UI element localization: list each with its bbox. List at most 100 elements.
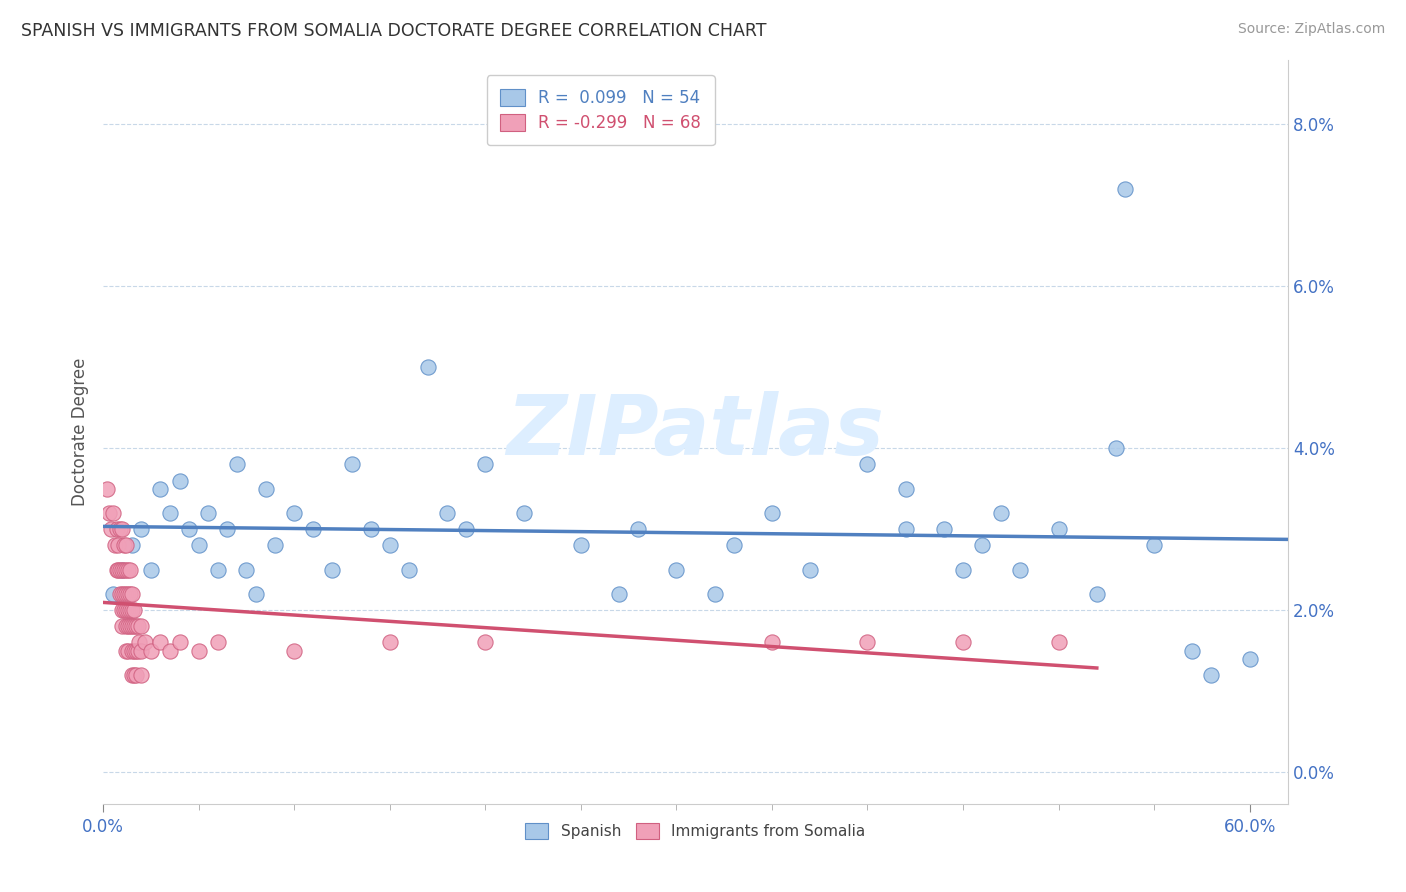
Point (117, 563, 139, 577)
Point (703, 587, 725, 601)
Point (97, 506, 120, 520)
Point (512, 506, 534, 520)
Point (115, 619, 138, 633)
Point (149, 482, 172, 496)
Point (894, 522, 917, 536)
Point (111, 603, 134, 617)
Point (378, 538, 401, 552)
Point (127, 643, 149, 657)
Point (128, 635, 150, 649)
Text: SPANISH VS IMMIGRANTS FROM SOMALIA DOCTORATE DEGREE CORRELATION CHART: SPANISH VS IMMIGRANTS FROM SOMALIA DOCTO… (21, 22, 766, 40)
Point (131, 668, 153, 682)
Point (127, 619, 149, 633)
Point (112, 538, 135, 552)
Point (112, 563, 135, 577)
Point (474, 635, 496, 649)
Point (894, 482, 917, 496)
Point (283, 506, 305, 520)
Point (115, 563, 138, 577)
Point (169, 474, 191, 488)
Point (110, 587, 132, 601)
Point (121, 668, 143, 682)
Point (122, 603, 145, 617)
Point (207, 635, 229, 649)
Point (115, 603, 138, 617)
Point (117, 643, 139, 657)
Point (416, 360, 439, 375)
Point (115, 587, 138, 601)
Point (1201, 668, 1223, 682)
Point (187, 538, 209, 552)
Legend: Spanish, Immigrants from Somalia: Spanish, Immigrants from Somalia (519, 817, 872, 845)
Point (121, 587, 143, 601)
Point (115, 643, 138, 657)
Point (96, 482, 118, 496)
Point (1181, 643, 1204, 657)
Point (235, 563, 257, 577)
Point (217, 522, 239, 536)
Point (952, 635, 974, 649)
Point (474, 458, 496, 472)
Point (115, 538, 138, 552)
Point (122, 643, 145, 657)
Point (340, 458, 363, 472)
Point (627, 522, 650, 536)
Point (1105, 441, 1128, 455)
Point (139, 643, 162, 657)
Point (110, 522, 132, 536)
Point (117, 587, 139, 601)
Point (972, 538, 994, 552)
Point (124, 668, 146, 682)
Point (112, 603, 135, 617)
Point (856, 635, 879, 649)
Point (112, 587, 135, 601)
Point (121, 538, 143, 552)
Point (111, 619, 134, 633)
Point (360, 522, 382, 536)
Point (124, 619, 146, 633)
Point (321, 563, 343, 577)
Point (179, 522, 201, 536)
Point (569, 538, 592, 552)
Point (100, 522, 122, 536)
Point (264, 538, 287, 552)
Point (456, 522, 478, 536)
Point (117, 603, 139, 617)
Point (1143, 538, 1166, 552)
Point (436, 506, 458, 520)
Point (117, 619, 139, 633)
Point (207, 563, 229, 577)
Point (245, 587, 267, 601)
Point (1239, 651, 1261, 665)
Point (169, 635, 191, 649)
Point (118, 603, 141, 617)
Point (124, 643, 146, 657)
Text: ZIPatlas: ZIPatlas (506, 392, 884, 473)
Point (131, 643, 153, 657)
Point (122, 668, 145, 682)
Point (225, 458, 247, 472)
Point (131, 619, 153, 633)
Point (856, 458, 879, 472)
Point (378, 635, 401, 649)
Point (952, 563, 974, 577)
Point (131, 522, 153, 536)
Point (121, 619, 143, 633)
Point (799, 563, 821, 577)
Point (254, 482, 277, 496)
Point (1114, 182, 1136, 196)
Point (665, 563, 688, 577)
Point (121, 603, 143, 617)
Point (122, 619, 145, 633)
Point (302, 522, 325, 536)
Point (1047, 522, 1070, 536)
Point (111, 563, 134, 577)
Point (159, 506, 181, 520)
Point (283, 643, 305, 657)
Point (101, 506, 124, 520)
Point (105, 522, 128, 536)
Point (118, 619, 141, 633)
Text: Source: ZipAtlas.com: Source: ZipAtlas.com (1237, 22, 1385, 37)
Point (1010, 563, 1032, 577)
Point (107, 563, 129, 577)
